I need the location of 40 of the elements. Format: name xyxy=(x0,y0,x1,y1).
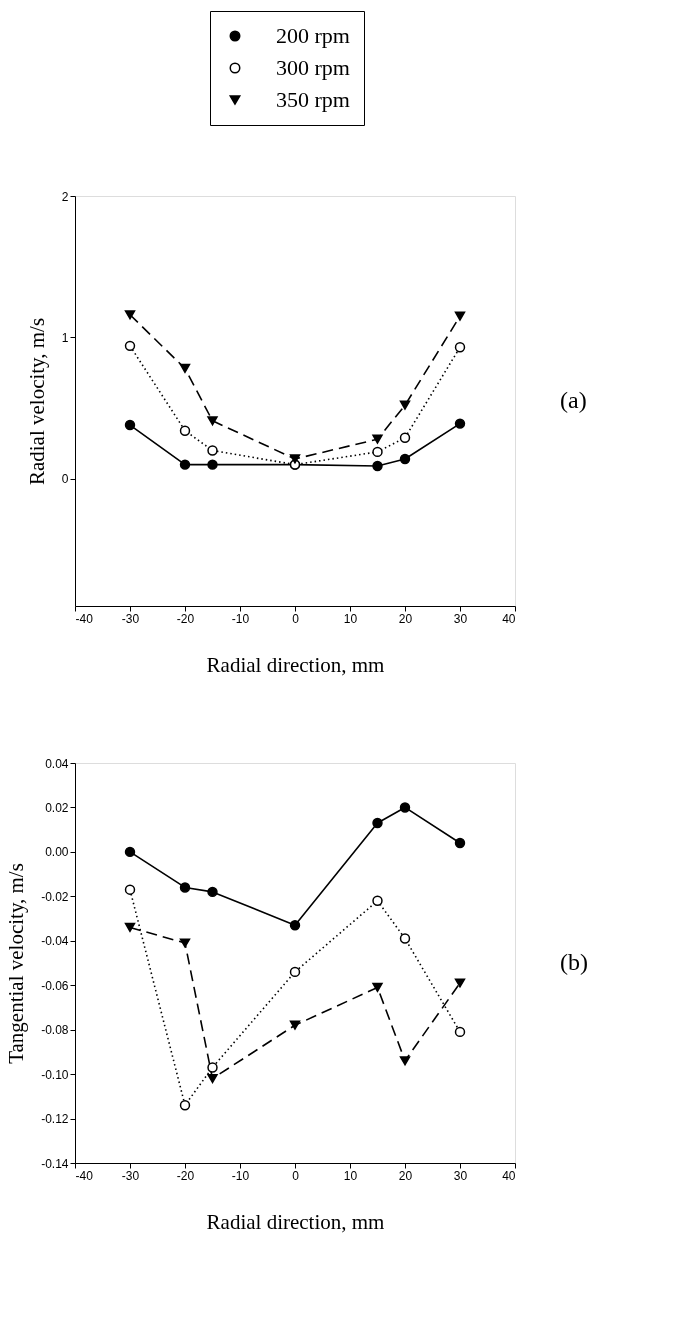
y-tick-label: 1 xyxy=(61,330,69,345)
x-tick-label: -20 xyxy=(176,611,195,626)
x-tick-label: 20 xyxy=(398,611,413,626)
x-tick-label: -10 xyxy=(231,611,250,626)
x-tick-label: 10 xyxy=(343,1168,358,1183)
y-tick-label: -0.08 xyxy=(41,1023,69,1038)
x-tick-label: 30 xyxy=(453,1168,468,1183)
x-tick-label: -30 xyxy=(121,611,140,626)
x-tick-label: 10 xyxy=(343,611,358,626)
y-axis-title: Radial velocity, m/s xyxy=(24,317,49,486)
y-tick-label: -0.10 xyxy=(41,1067,69,1082)
y-tick-label: -0.04 xyxy=(41,934,69,949)
x-tick-label: 0 xyxy=(292,611,300,626)
x-tick-label: 30 xyxy=(453,611,468,626)
text: (a) xyxy=(560,387,587,413)
x-axis-title: Radial direction, mm xyxy=(206,1209,385,1234)
x-tick-label: 40 xyxy=(502,1168,516,1183)
y-axis-title: Tangential velocity, m/s xyxy=(4,863,29,1064)
text: (b) xyxy=(560,949,588,975)
x-tick-label: -40 xyxy=(75,611,94,626)
y-tick-label: -0.14 xyxy=(41,1156,69,1171)
y-tick-label: 2 xyxy=(61,189,69,204)
x-tick-label: 40 xyxy=(502,611,516,626)
y-tick-label: 0 xyxy=(61,472,69,487)
x-tick-label: 20 xyxy=(398,1168,413,1183)
y-tick-label: -0.06 xyxy=(41,978,69,993)
y-tick-label: -0.12 xyxy=(41,1112,69,1127)
y-tick-label: 0.02 xyxy=(45,800,69,815)
y-tick-label: 0.04 xyxy=(45,756,69,771)
y-tick-label: 0.00 xyxy=(45,845,69,860)
y-tick-label: -0.02 xyxy=(41,889,69,904)
x-tick-label: -10 xyxy=(231,1168,250,1183)
legend-label: 350 rpm xyxy=(276,87,350,112)
x-tick-label: -30 xyxy=(121,1168,140,1183)
legend-label: 300 rpm xyxy=(276,55,350,80)
x-tick-label: -40 xyxy=(75,1168,94,1183)
x-tick-label: -20 xyxy=(176,1168,195,1183)
x-tick-label: 0 xyxy=(292,1168,300,1183)
legend-label: 200 rpm xyxy=(276,23,350,48)
x-axis-title: Radial direction, mm xyxy=(206,652,385,677)
